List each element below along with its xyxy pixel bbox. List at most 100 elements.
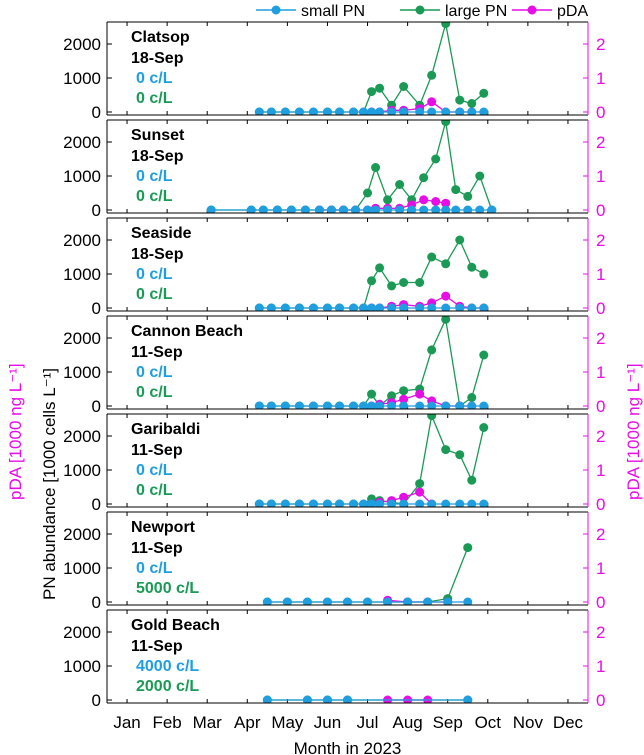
y-tick-label-right: 2 <box>596 133 605 152</box>
data-point-large-pn <box>427 345 437 355</box>
sample-date: 18-Sep <box>131 246 184 263</box>
data-point-small-pn <box>254 107 264 115</box>
y-tick-label-right: 2 <box>596 525 605 544</box>
data-point-large-pn <box>479 350 489 360</box>
data-point-large-pn <box>479 423 489 432</box>
data-point-large-pn <box>475 171 485 181</box>
data-point-small-pn <box>363 205 373 213</box>
data-point-small-pn <box>322 597 332 605</box>
data-point-large-pn <box>441 316 451 324</box>
y-axis-label-pda-left: pDA [1000 ng L⁻¹] <box>6 363 25 500</box>
data-point-small-pn <box>467 499 477 507</box>
data-point-large-pn <box>363 188 373 198</box>
y-tick-label-left: 1000 <box>63 461 101 480</box>
data-point-small-pn <box>349 401 359 409</box>
data-point-small-pn <box>443 597 453 605</box>
panel-data <box>262 543 473 605</box>
small-pn-count: 4000 c/L <box>136 658 199 675</box>
data-point-small-pn <box>375 401 385 409</box>
data-point-small-pn <box>427 401 437 409</box>
month-label-jun: Jun <box>314 713 341 732</box>
data-point-small-pn <box>427 499 437 507</box>
data-point-pda <box>403 695 413 703</box>
data-point-small-pn <box>415 401 425 409</box>
data-point-small-pn <box>322 107 332 115</box>
sample-date: 18-Sep <box>131 148 184 165</box>
data-point-small-pn <box>308 401 318 409</box>
data-point-large-pn <box>441 22 451 29</box>
data-point-small-pn <box>387 401 397 409</box>
data-point-small-pn <box>322 401 332 409</box>
y-tick-label-left: 0 <box>92 495 101 514</box>
data-point-large-pn <box>441 120 451 127</box>
data-point-small-pn <box>322 695 332 703</box>
data-point-small-pn <box>399 107 409 115</box>
y-tick-label-right: 1 <box>596 167 605 186</box>
data-point-pda <box>441 291 451 301</box>
data-point-small-pn <box>467 401 477 409</box>
y-tick-label-left: 2000 <box>63 231 101 250</box>
data-point-pda <box>419 195 429 205</box>
data-point-small-pn <box>455 401 465 409</box>
y-tick-label-left: 0 <box>92 593 101 612</box>
y-tick-label-left: 1000 <box>63 363 101 382</box>
data-point-small-pn <box>338 205 348 213</box>
series-line-large-pn <box>259 238 485 309</box>
data-point-small-pn <box>441 205 451 213</box>
y-tick-label-left: 1000 <box>63 657 101 676</box>
y-tick-label-left: 2000 <box>63 623 101 642</box>
data-point-large-pn <box>463 191 473 201</box>
data-point-small-pn <box>282 597 292 605</box>
data-point-small-pn <box>254 499 264 507</box>
data-point-small-pn <box>367 401 377 409</box>
small-pn-count: 0 c/L <box>136 266 173 283</box>
data-point-large-pn <box>467 393 477 402</box>
data-point-large-pn <box>387 391 397 401</box>
data-point-small-pn <box>479 303 489 311</box>
y-tick-label-left: 1000 <box>63 167 101 186</box>
small-pn-count: 0 c/L <box>136 560 173 577</box>
data-point-small-pn <box>349 303 359 311</box>
data-point-large-pn <box>441 445 451 455</box>
data-point-small-pn <box>308 303 318 311</box>
data-point-small-pn <box>359 303 369 311</box>
month-label-jul: Jul <box>357 713 379 732</box>
data-point-small-pn <box>371 205 381 213</box>
station-name: Seaside <box>131 225 192 242</box>
data-point-small-pn <box>415 107 425 115</box>
panel-gold-beach: 0 1000 2000 0 1 2 Gold Beach 11-Sep 4000 c/L 2000… <box>63 609 605 732</box>
y-tick-label-right: 0 <box>596 691 605 710</box>
data-point-large-pn <box>455 450 465 460</box>
data-point-small-pn <box>308 107 318 115</box>
data-point-small-pn <box>322 499 332 507</box>
y-tick-label-right: 2 <box>596 329 605 348</box>
data-point-large-pn <box>415 278 425 287</box>
data-point-small-pn <box>467 303 477 311</box>
panel-garibaldi: 0 1000 2000 0 1 2 Garibaldi 11-Sep 0 c/L 0 c/L <box>63 413 605 514</box>
x-axis-label: Month in 2023 <box>294 739 402 755</box>
y-tick-label-right: 0 <box>596 593 605 612</box>
data-point-small-pn <box>266 401 276 409</box>
data-point-small-pn <box>467 107 477 115</box>
data-point-large-pn <box>399 386 409 396</box>
y-tick-label-right: 0 <box>596 397 605 416</box>
station-name: Gold Beach <box>131 617 220 634</box>
data-point-large-pn <box>451 185 461 195</box>
panel-data <box>254 22 489 115</box>
y-tick-label-left: 0 <box>92 691 101 710</box>
legend-label-2: pDA <box>557 3 588 20</box>
data-point-small-pn <box>367 303 377 311</box>
panel-data <box>254 235 489 311</box>
data-point-small-pn <box>403 597 413 605</box>
y-tick-label-left: 0 <box>92 299 101 318</box>
data-point-pda <box>427 97 437 107</box>
data-point-large-pn <box>371 163 381 172</box>
data-point-large-pn <box>387 281 397 291</box>
data-point-large-pn <box>441 259 451 269</box>
station-name: Newport <box>131 519 196 536</box>
data-point-small-pn <box>359 499 369 507</box>
y-tick-label-left: 1000 <box>63 69 101 88</box>
month-label-nov: Nov <box>513 713 544 732</box>
month-label-may: May <box>271 713 304 732</box>
panel-data <box>254 316 489 409</box>
